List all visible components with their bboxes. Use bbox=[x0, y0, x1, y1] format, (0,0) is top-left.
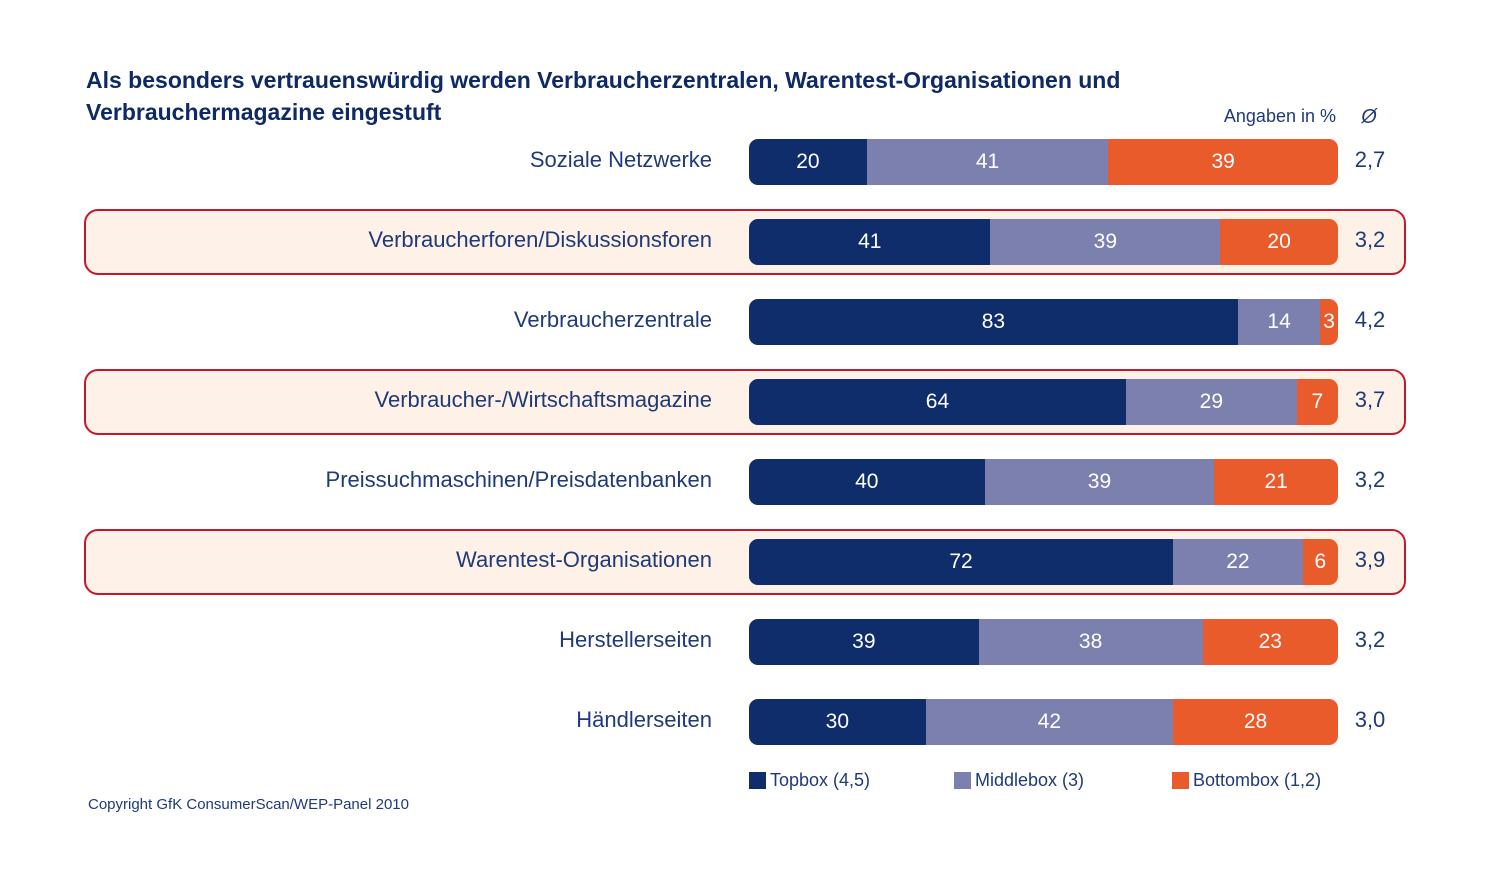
stacked-bar: 41 39 20 bbox=[749, 219, 1338, 265]
category-label: Verbraucher-/Wirtschaftsmagazine bbox=[374, 387, 712, 412]
topbox-segment: 72 bbox=[749, 539, 1174, 585]
stacked-bar: 40 39 21 bbox=[749, 459, 1338, 505]
bottombox-segment: 39 bbox=[1108, 139, 1338, 185]
bottombox-segment: 20 bbox=[1220, 219, 1338, 265]
bottombox-segment: 28 bbox=[1173, 699, 1338, 745]
legend-label: Bottombox (1,2) bbox=[1193, 770, 1322, 790]
middlebox-segment: 14 bbox=[1237, 299, 1321, 345]
data-label: 42 bbox=[1037, 710, 1062, 733]
average-value: 3,2 bbox=[1354, 627, 1386, 652]
data-label: 64 bbox=[925, 390, 950, 413]
stacked-bar: 20 41 39 bbox=[749, 139, 1338, 185]
average-value: 3,0 bbox=[1354, 707, 1386, 732]
data-label: 6 bbox=[1314, 550, 1327, 573]
legend-label: Topbox (4,5) bbox=[770, 770, 871, 790]
average-value: 3,7 bbox=[1354, 387, 1386, 412]
topbox-segment: 30 bbox=[749, 699, 926, 745]
topbox-segment: 39 bbox=[749, 619, 979, 665]
stacked-bar: 83 14 3 bbox=[749, 299, 1338, 345]
legend-item: Middlebox (3) bbox=[954, 770, 1084, 791]
data-label: 41 bbox=[858, 230, 882, 253]
data-label: 40 bbox=[855, 470, 879, 493]
category-label: Warentest-Organisationen bbox=[456, 547, 712, 572]
average-value: 3,2 bbox=[1354, 467, 1386, 492]
legend-swatch bbox=[954, 772, 971, 789]
data-label: 23 bbox=[1258, 630, 1282, 653]
legend-label: Middlebox (3) bbox=[975, 770, 1085, 790]
data-label: 39 bbox=[1087, 470, 1112, 493]
legend: Topbox (4,5) Middlebox (3) Bottombox (1,2) bbox=[749, 770, 1389, 798]
data-label: 39 bbox=[1211, 150, 1235, 173]
bottombox-segment: 6 bbox=[1302, 539, 1338, 585]
bottombox-segment: 23 bbox=[1202, 619, 1338, 665]
average-value: 3,2 bbox=[1354, 227, 1386, 252]
data-label: 20 bbox=[796, 150, 820, 173]
average-value: 3,9 bbox=[1354, 547, 1386, 572]
category-label: Verbraucherforen/Diskussionsforen bbox=[368, 227, 712, 252]
data-label: 30 bbox=[825, 710, 850, 733]
data-label: 39 bbox=[1093, 230, 1118, 253]
data-label: 14 bbox=[1267, 310, 1291, 333]
middlebox-segment: 42 bbox=[925, 699, 1174, 745]
stacked-bar: 72 22 6 bbox=[749, 539, 1338, 585]
legend-swatch bbox=[749, 772, 766, 789]
legend-item: Topbox (4,5) bbox=[749, 770, 870, 791]
bottombox-segment: 21 bbox=[1214, 459, 1338, 505]
unit-label: Angaben in % bbox=[1223, 106, 1336, 126]
data-label: 83 bbox=[981, 310, 1006, 333]
category-label: Soziale Netzwerke bbox=[529, 147, 712, 172]
average-value: 2,7 bbox=[1354, 147, 1386, 172]
data-label: 20 bbox=[1267, 230, 1291, 253]
topbox-segment: 20 bbox=[749, 139, 867, 185]
topbox-segment: 40 bbox=[749, 459, 985, 505]
data-label: 41 bbox=[975, 150, 1000, 173]
data-label: 28 bbox=[1243, 710, 1268, 733]
middlebox-segment: 39 bbox=[984, 459, 1215, 505]
middlebox-segment: 29 bbox=[1125, 379, 1297, 425]
topbox-segment: 83 bbox=[749, 299, 1238, 345]
middlebox-segment: 22 bbox=[1173, 539, 1303, 585]
bottombox-segment: 7 bbox=[1296, 379, 1338, 425]
middlebox-segment: 38 bbox=[978, 619, 1203, 665]
category-label: Preissuchmaschinen/Preisdatenbanken bbox=[325, 467, 712, 492]
middlebox-segment: 41 bbox=[866, 139, 1109, 185]
data-label: 3 bbox=[1323, 310, 1335, 333]
middlebox-segment: 39 bbox=[990, 219, 1221, 265]
data-label: 39 bbox=[852, 630, 876, 653]
data-label: 29 bbox=[1199, 390, 1224, 413]
average-value: 4,2 bbox=[1354, 307, 1386, 332]
chart-title: Als besonders vertrauenswürdig werden Ve… bbox=[86, 67, 1121, 125]
stacked-bar: 30 42 28 bbox=[749, 699, 1338, 745]
legend-swatch bbox=[1172, 772, 1189, 789]
topbox-segment: 41 bbox=[749, 219, 991, 265]
category-label: Verbraucherzentrale bbox=[513, 307, 712, 332]
topbox-segment: 64 bbox=[749, 379, 1126, 425]
stacked-bar: 39 38 23 bbox=[749, 619, 1338, 665]
data-label: 38 bbox=[1078, 630, 1103, 653]
bottombox-segment: 3 bbox=[1320, 299, 1338, 345]
data-label: 7 bbox=[1311, 390, 1324, 413]
data-label: 72 bbox=[949, 550, 973, 573]
average-header: Ø bbox=[1361, 106, 1377, 128]
copyright-note: Copyright GfK ConsumerScan/WEP-Panel 201… bbox=[88, 796, 409, 813]
legend-item: Bottombox (1,2) bbox=[1172, 770, 1321, 791]
stacked-bar: 64 29 7 bbox=[749, 379, 1338, 425]
data-label: 21 bbox=[1264, 470, 1288, 493]
category-label: Händlerseiten bbox=[576, 707, 712, 732]
data-label: 22 bbox=[1226, 550, 1250, 573]
category-label: Herstellerseiten bbox=[559, 627, 712, 652]
